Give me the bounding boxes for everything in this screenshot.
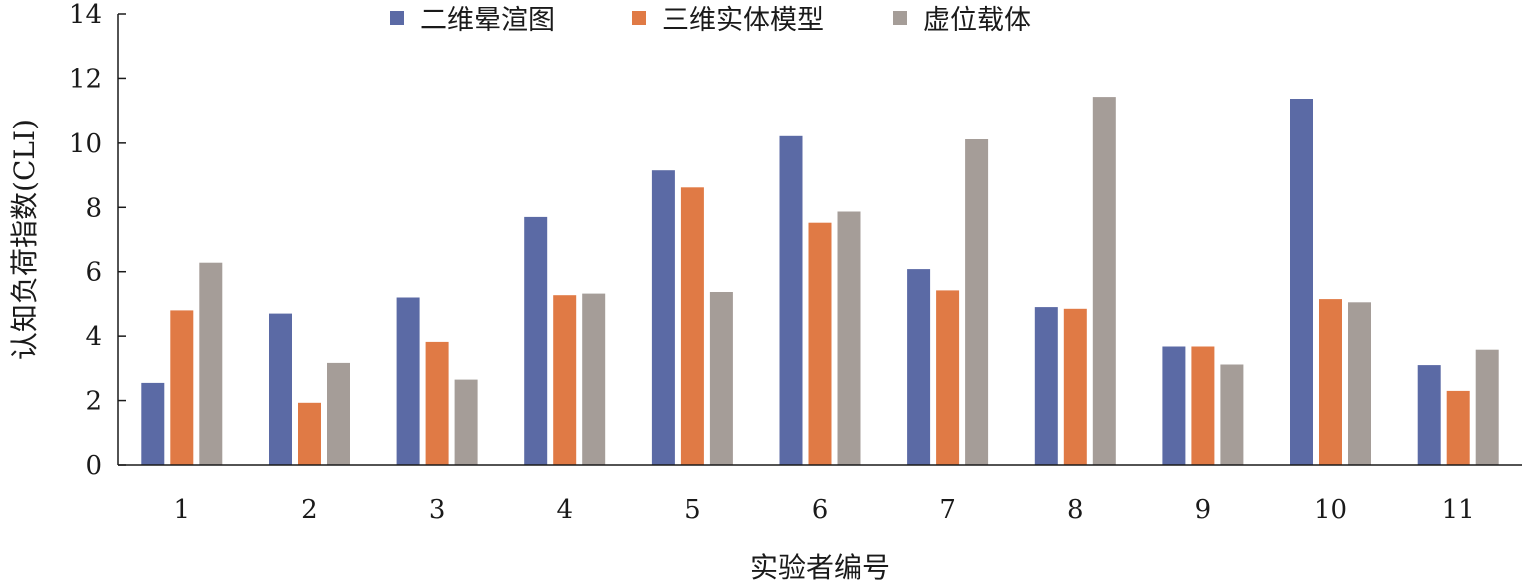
bar-series-2-category-7 — [936, 290, 960, 465]
y-tick-label: 8 — [85, 193, 102, 223]
bar-series-3-category-3 — [454, 379, 478, 465]
bar-series-1-category-6 — [779, 135, 803, 466]
x-tick-label: 8 — [1067, 495, 1084, 525]
legend: 二维晕渲图 三维实体模型 虚位载体 — [390, 5, 1031, 36]
bar-series-1-category-3 — [396, 297, 420, 465]
bars-group — [141, 97, 1499, 466]
y-tick-label: 14 — [69, 0, 102, 30]
x-axis-label: 实验者编号 — [750, 551, 890, 583]
x-tick-label: 3 — [429, 495, 446, 525]
bar-series-3-category-7 — [965, 139, 989, 465]
x-tick-label: 1 — [174, 495, 191, 525]
legend-swatch-1 — [390, 11, 404, 25]
bar-series-3-category-6 — [837, 211, 861, 465]
y-tick-label: 4 — [85, 322, 102, 352]
bar-series-1-category-4 — [524, 216, 548, 465]
bar-series-1-category-7 — [907, 269, 931, 465]
x-tick-label: 11 — [1442, 495, 1475, 525]
y-tick-label: 10 — [69, 129, 102, 159]
bar-series-2-category-1 — [170, 310, 194, 465]
y-tick-label: 2 — [85, 387, 102, 417]
legend-label-3: 虚位载体 — [923, 5, 1031, 36]
bar-series-1-category-10 — [1290, 99, 1313, 465]
y-axis-label: 认知负荷指数(CLI) — [8, 119, 41, 360]
bar-series-2-category-3 — [425, 341, 449, 465]
bar-series-3-category-1 — [199, 262, 223, 465]
y-tick-label: 6 — [85, 258, 102, 288]
bar-series-3-category-2 — [327, 362, 350, 465]
bar-series-2-category-2 — [298, 402, 321, 465]
bar-series-1-category-1 — [141, 382, 165, 465]
bar-series-1-category-2 — [269, 313, 292, 465]
x-tick-label: 9 — [1195, 495, 1212, 525]
bar-series-1-category-9 — [1162, 346, 1186, 465]
bar-series-3-category-5 — [709, 292, 733, 465]
x-tick-label: 6 — [812, 495, 829, 525]
bar-series-1-category-8 — [1034, 307, 1058, 465]
bar-series-2-category-10 — [1319, 299, 1342, 465]
legend-swatch-3 — [893, 11, 907, 25]
x-tick-label: 5 — [684, 495, 701, 525]
x-tick-label: 10 — [1314, 495, 1347, 525]
bar-series-2-category-4 — [553, 295, 577, 465]
y-tick-label: 12 — [69, 64, 102, 94]
bar-series-3-category-9 — [1220, 364, 1244, 465]
bar-series-3-category-10 — [1348, 302, 1371, 465]
legend-label-1: 二维晕渲图 — [420, 5, 555, 36]
bar-series-3-category-4 — [582, 293, 606, 465]
legend-swatch-2 — [632, 11, 646, 25]
bar-series-3-category-11 — [1475, 349, 1499, 465]
bar-series-1-category-11 — [1417, 365, 1441, 465]
bar-series-2-category-5 — [680, 187, 704, 466]
bar-series-2-category-11 — [1446, 390, 1470, 465]
bar-series-1-category-5 — [651, 170, 675, 465]
bar-series-2-category-6 — [808, 222, 832, 465]
bar-series-2-category-8 — [1063, 308, 1087, 465]
bar-series-2-category-9 — [1191, 346, 1215, 465]
x-tick-label: 2 — [301, 495, 318, 525]
y-tick-label: 0 — [85, 451, 102, 481]
bar-series-3-category-8 — [1092, 97, 1116, 465]
x-tick-label: 4 — [556, 495, 573, 525]
x-tick-label: 7 — [939, 495, 956, 525]
legend-label-2: 三维实体模型 — [662, 5, 824, 36]
